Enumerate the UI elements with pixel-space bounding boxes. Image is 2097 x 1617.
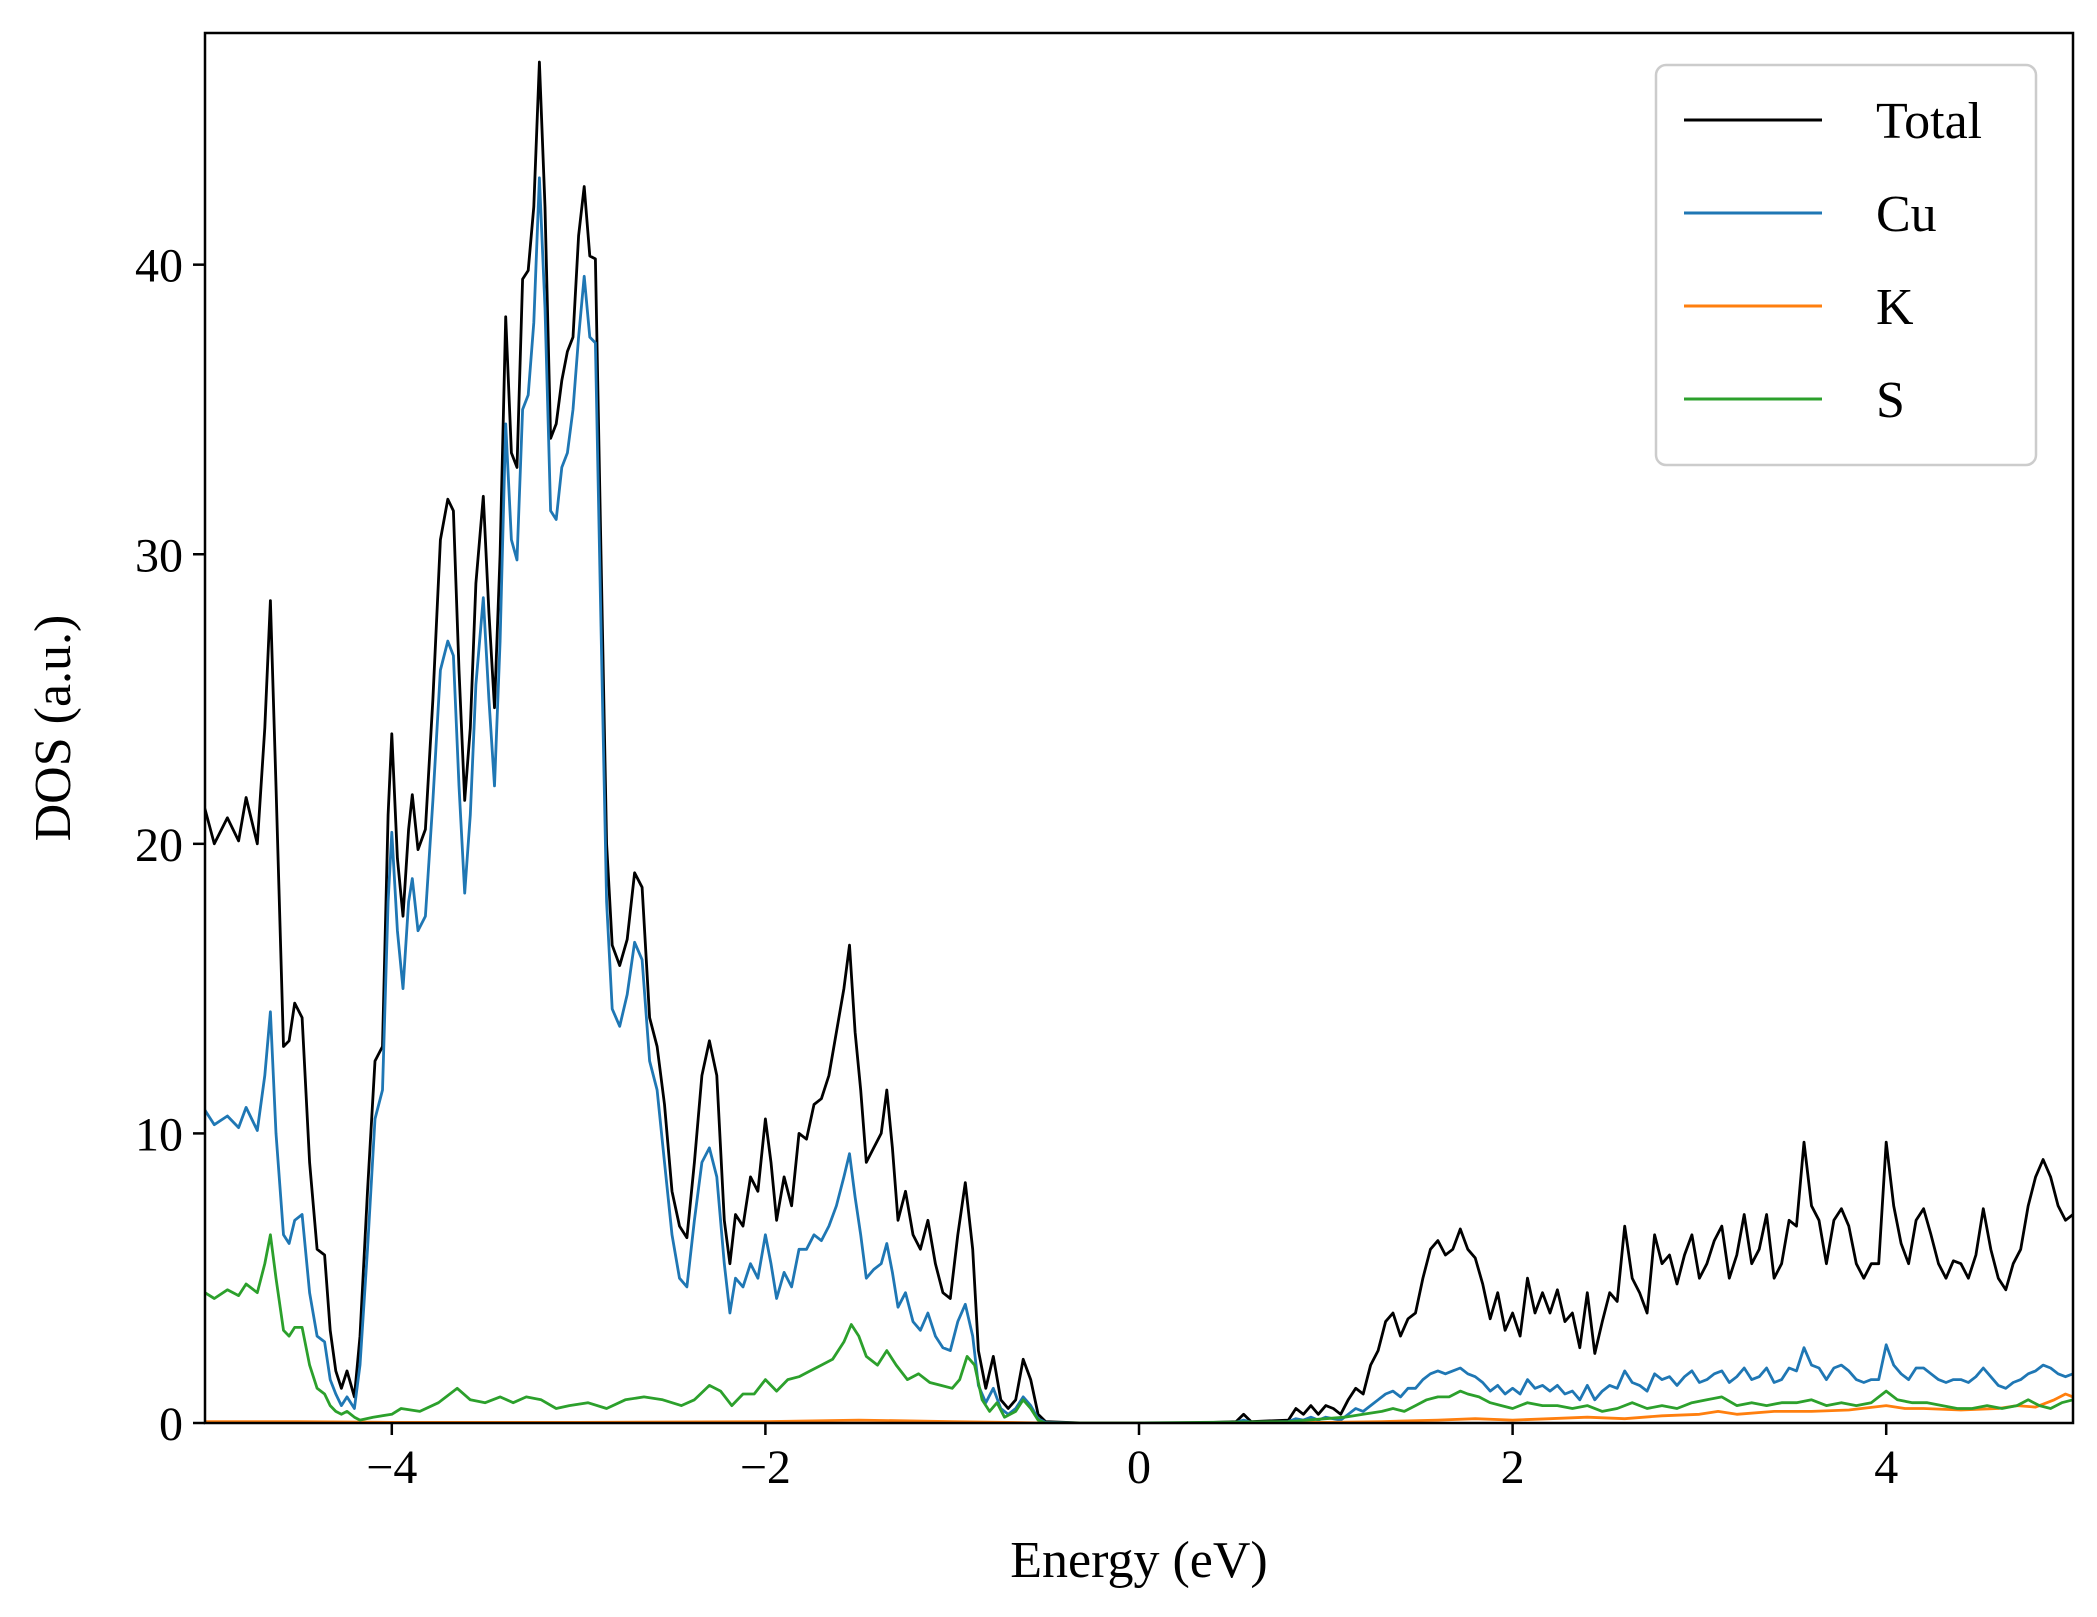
legend-box — [1654, 63, 2038, 467]
series-line-s — [205, 1233, 2073, 1423]
y-tick-label: 30 — [135, 529, 183, 582]
legend-label-k: K — [1876, 279, 1914, 336]
y-tick-label: 20 — [135, 819, 183, 872]
series-line-cu — [205, 176, 2073, 1423]
series-line-total — [205, 60, 2073, 1423]
x-axis-label: Energy (eV) — [1010, 1532, 1268, 1589]
x-tick-label: −2 — [740, 1441, 791, 1494]
x-tick-label: 4 — [1874, 1441, 1898, 1494]
x-axis: −4 −2 0 2 4 — [366, 1423, 1898, 1494]
x-tick-label: 0 — [1127, 1441, 1151, 1494]
series-layer — [205, 60, 2073, 1423]
x-tick-label: −4 — [366, 1441, 417, 1494]
y-axis-label: DOS (a.u.) — [25, 615, 82, 842]
legend: Total Cu KS — [1654, 63, 2038, 467]
legend-label-cu: Cu — [1876, 186, 1937, 243]
y-axis: 0 10 20 30 40 — [135, 240, 205, 1451]
x-tick-label: 2 — [1501, 1441, 1525, 1494]
y-tick-label: 10 — [135, 1108, 183, 1161]
legend-label-total: Total — [1876, 93, 1982, 150]
legend-label-s: S — [1876, 372, 1905, 429]
y-tick-label: 40 — [135, 240, 183, 293]
series-line-k — [205, 1392, 2073, 1423]
y-tick-label: 0 — [159, 1398, 183, 1451]
